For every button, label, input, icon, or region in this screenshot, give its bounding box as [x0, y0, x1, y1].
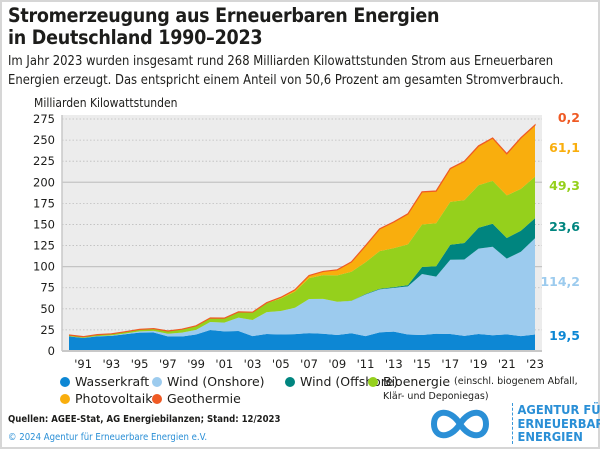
legend-item-wind-onshore: Wind (Onshore): [152, 374, 265, 389]
y-tick-label: 225: [33, 154, 55, 168]
x-tick-label: '99: [187, 357, 205, 371]
y-tick-label: 150: [33, 217, 55, 231]
legend-item-bioenergie: Bioenergie (einschl. biogenem Abfall,: [368, 374, 578, 389]
x-tick-label: '01: [215, 357, 233, 371]
y-tick-label: 75: [40, 281, 55, 295]
subtitle-line-2: Energien erzeugt. Das entspricht einem A…: [8, 72, 564, 88]
source-note: Quellen: AGEE-Stat, AG Energiebilanzen; …: [8, 414, 281, 425]
legend-item-photovoltaik: Photovoltaik: [60, 391, 152, 406]
y-tick-label: 125: [33, 239, 55, 253]
x-tick-label: '13: [385, 357, 403, 371]
infinity-logo-icon: [430, 409, 490, 439]
legend-dot-icon: [152, 376, 162, 387]
x-tick-label: '91: [74, 357, 92, 371]
legend-dot-icon: [285, 376, 295, 387]
y-tick-label: 175: [33, 196, 55, 210]
legend-item-geothermie: Geothermie: [152, 391, 241, 406]
legend-dot-icon: [368, 376, 378, 387]
y-tick-label: 200: [33, 175, 55, 189]
logo-text: AGENTUR FÜR ERNEUERBARE ENERGIEN: [512, 403, 600, 444]
x-tick-label: '11: [357, 357, 375, 371]
area-geothermie: [68, 123, 536, 338]
end-value-label: 114,2: [540, 274, 580, 289]
x-tick-label: '21: [498, 357, 516, 371]
end-value-label: 49,3: [549, 178, 580, 193]
area-wasserkraft: [69, 329, 535, 351]
legend-label: Wind (Onshore): [167, 374, 265, 389]
title-line-1: Stromerzeugung aus Erneuerbaren Energien: [8, 4, 440, 27]
legend-note-line-2: Klär- und Deponiegas): [383, 391, 489, 402]
legend-label: Bioenergie: [383, 374, 451, 389]
y-tick-label: 0: [48, 344, 55, 358]
end-value-label: 61,1: [549, 140, 580, 155]
y-tick-label: 50: [40, 302, 55, 316]
legend-label: Photovoltaik: [75, 391, 153, 406]
subtitle-line-1: Im Jahr 2023 wurden insgesamt rund 268 M…: [8, 53, 554, 69]
area-wind: [69, 218, 535, 338]
logo-line: ENERGIEN: [517, 429, 583, 444]
y-axis-label: Milliarden Kilowattstunden: [34, 96, 178, 110]
title-line-2: in Deutschland 1990–2023: [8, 26, 263, 49]
legend-dot-icon: [152, 393, 162, 404]
x-tick-label: '95: [131, 357, 149, 371]
x-tick-label: '05: [272, 357, 290, 371]
x-tick-label: '07: [300, 357, 318, 371]
legend-dot-icon: [60, 393, 70, 404]
chart-subtitle: Im Jahr 2023 wurden insgesamt rund 268 M…: [8, 52, 564, 90]
copyright: © 2024 Agentur für Erneuerbare Energien …: [8, 432, 208, 443]
y-tick-label: 250: [33, 133, 55, 147]
x-tick-label: '17: [441, 357, 459, 371]
legend-note: (einschl. biogenem Abfall,: [454, 376, 578, 387]
x-tick-label: '93: [102, 357, 120, 371]
x-tick-label: '15: [413, 357, 431, 371]
legend-label: Geothermie: [167, 391, 241, 406]
end-value-label: 19,5: [549, 328, 580, 343]
x-tick-label: '03: [244, 357, 262, 371]
x-tick-label: '09: [328, 357, 346, 371]
logo-line: AGENTUR FÜR: [517, 402, 600, 417]
area-photovoltaik: [69, 125, 535, 337]
y-tick-label: 25: [40, 323, 55, 337]
end-value-label: 23,6: [549, 219, 580, 234]
y-tick-label: 275: [33, 112, 55, 126]
legend-item-wasserkraft: Wasserkraft: [60, 374, 149, 389]
y-tick-label: 100: [33, 260, 55, 274]
area-wind: [69, 238, 535, 339]
logo-line: ERNEUERBARE: [517, 415, 600, 431]
end-value-label: 0,2: [558, 110, 580, 125]
x-tick-label: '23: [526, 357, 544, 371]
legend-label: Wasserkraft: [75, 374, 150, 389]
x-tick-label: '19: [470, 357, 488, 371]
chart-title: Stromerzeugung aus Erneuerbaren Energien…: [8, 5, 439, 49]
x-tick-label: '97: [159, 357, 177, 371]
area-bioenergie: [69, 176, 535, 338]
legend-dot-icon: [60, 376, 70, 387]
